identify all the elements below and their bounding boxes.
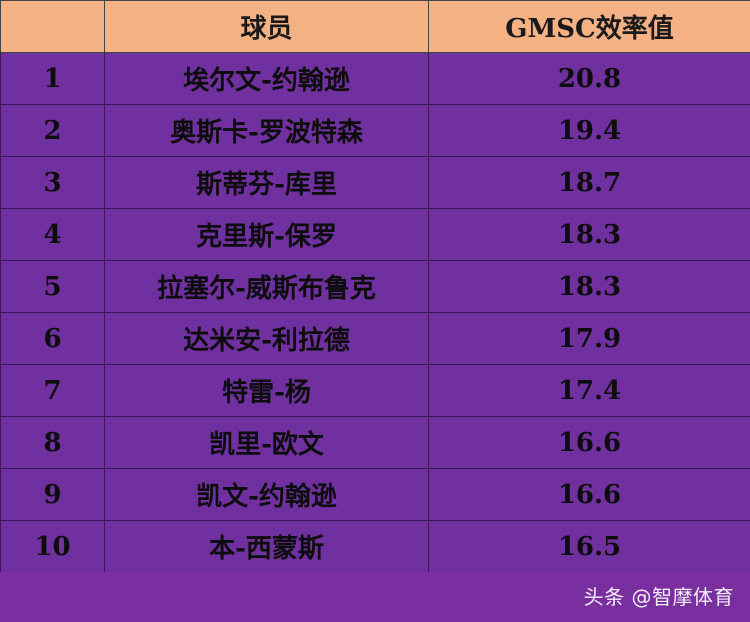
value-cell: 19.4: [428, 104, 750, 157]
rank-cell: 7: [0, 364, 105, 417]
player-cell: 特雷-杨: [104, 364, 429, 417]
table-header-row: 球员 GMSC效率值: [0, 0, 750, 53]
player-cell: 拉塞尔-威斯布鲁克: [104, 260, 429, 313]
table-row: 2 奥斯卡-罗波特森 19.4: [0, 104, 750, 157]
value-cell: 16.6: [428, 468, 750, 521]
player-cell: 凯文-约翰逊: [104, 468, 429, 521]
header-player: 球员: [104, 0, 429, 53]
table-row: 6 达米安-利拉德 17.9: [0, 312, 750, 365]
value-cell: 20.8: [428, 52, 750, 105]
ranking-table: 球员 GMSC效率值 1 埃尔文-约翰逊 20.8 2 奥斯卡-罗波特森 19.…: [0, 0, 750, 573]
footer-strip: [0, 572, 750, 622]
table-row: 8 凯里-欧文 16.6: [0, 416, 750, 469]
header-value: GMSC效率值: [428, 0, 750, 53]
rank-cell: 9: [0, 468, 105, 521]
player-cell: 奥斯卡-罗波特森: [104, 104, 429, 157]
value-cell: 16.5: [428, 520, 750, 573]
rank-cell: 6: [0, 312, 105, 365]
rank-cell: 2: [0, 104, 105, 157]
source-watermark: 头条 @智摩体育: [583, 585, 734, 609]
table-row: 9 凯文-约翰逊 16.6: [0, 468, 750, 521]
player-cell: 达米安-利拉德: [104, 312, 429, 365]
player-cell: 克里斯-保罗: [104, 208, 429, 261]
player-cell: 斯蒂芬-库里: [104, 156, 429, 209]
rank-cell: 3: [0, 156, 105, 209]
value-cell: 18.7: [428, 156, 750, 209]
value-cell: 18.3: [428, 260, 750, 313]
player-cell: 本-西蒙斯: [104, 520, 429, 573]
value-cell: 17.4: [428, 364, 750, 417]
table-row: 4 克里斯-保罗 18.3: [0, 208, 750, 261]
table-row: 5 拉塞尔-威斯布鲁克 18.3: [0, 260, 750, 313]
value-cell: 16.6: [428, 416, 750, 469]
table-row: 1 埃尔文-约翰逊 20.8: [0, 52, 750, 105]
player-cell: 埃尔文-约翰逊: [104, 52, 429, 105]
table-row: 3 斯蒂芬-库里 18.7: [0, 156, 750, 209]
rank-cell: 1: [0, 52, 105, 105]
value-cell: 17.9: [428, 312, 750, 365]
player-cell: 凯里-欧文: [104, 416, 429, 469]
header-rank: [0, 0, 105, 53]
rank-cell: 5: [0, 260, 105, 313]
rank-cell: 4: [0, 208, 105, 261]
rank-cell: 8: [0, 416, 105, 469]
table-row: 7 特雷-杨 17.4: [0, 364, 750, 417]
rank-cell: 10: [0, 520, 105, 573]
table-row: 10 本-西蒙斯 16.5: [0, 520, 750, 573]
value-cell: 18.3: [428, 208, 750, 261]
